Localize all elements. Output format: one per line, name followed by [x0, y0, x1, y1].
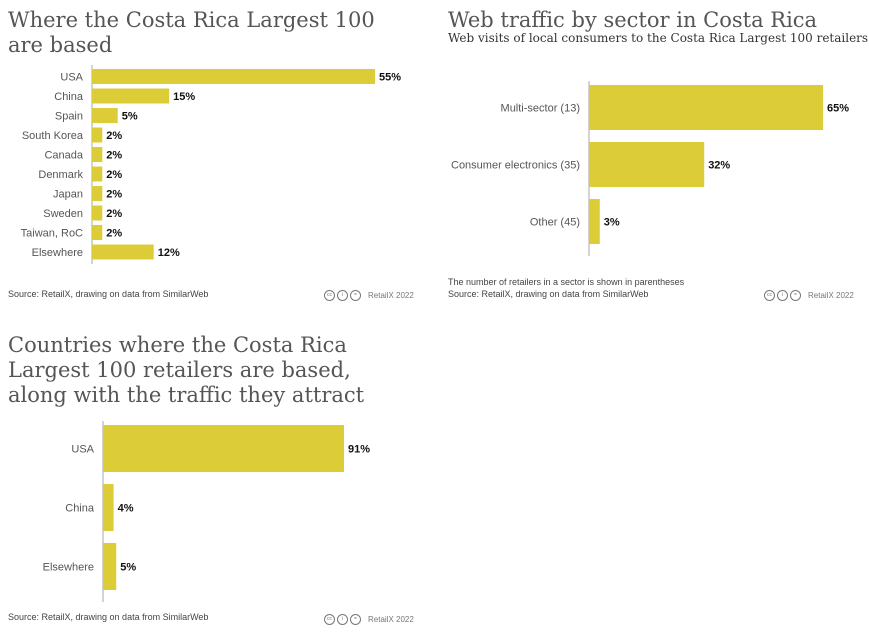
- chart1-value-label: 2%: [106, 208, 122, 220]
- nd-icon: =: [350, 614, 361, 625]
- chart2-category-label: Multi-sector (13): [501, 103, 580, 115]
- chart1-bar: [92, 225, 103, 240]
- chart3-category-label: USA: [71, 444, 94, 456]
- chart1-bar: [92, 147, 103, 162]
- chart1-credit-text: RetailX 2022: [368, 291, 414, 300]
- chart1-credit: cc i = RetailX 2022: [324, 290, 414, 301]
- by-icon: i: [777, 290, 788, 301]
- chart1-bar: [92, 88, 170, 104]
- chart1-value-label: 2%: [106, 130, 122, 142]
- chart2-value-label: 65%: [827, 103, 849, 115]
- chart2-subtitle: Web visits of local consumers to the Cos…: [448, 31, 869, 45]
- chart1-bar: [92, 244, 154, 260]
- chart3-value-label: 91%: [348, 444, 370, 456]
- chart3-category-label: Elsewhere: [43, 562, 94, 574]
- chart1-value-label: 15%: [173, 91, 195, 103]
- chart1-category-label: Canada: [44, 150, 83, 162]
- chart1-bar: [92, 108, 118, 123]
- chart1-category-label: Denmark: [38, 169, 83, 181]
- chart2-credit-text: RetailX 2022: [808, 291, 854, 300]
- chart3-bar: [103, 425, 344, 472]
- chart1-category-label: Elsewhere: [32, 247, 83, 259]
- chart3-title: Countries where the Costa Rica Largest 1…: [8, 333, 365, 407]
- chart1-bar: [92, 166, 103, 182]
- chart2-note: The number of retailers in a sector is s…: [448, 277, 685, 287]
- chart1-category-label: South Korea: [22, 130, 84, 142]
- chart3-bar: [103, 543, 117, 590]
- chart3-value-label: 4%: [118, 503, 134, 515]
- chart1-bar: [92, 127, 103, 143]
- chart2-source: Source: RetailX, drawing on data from Si…: [448, 289, 649, 299]
- chart1-category-label: Taiwan, RoC: [21, 228, 83, 240]
- chart1-category-label: USA: [60, 72, 83, 84]
- chart1-category-label: Japan: [53, 189, 83, 201]
- chart1-plot: USA 55% China 15% Spain 5% South Korea 2% Canada…: [21, 65, 401, 264]
- chart1-value-label: 5%: [122, 111, 138, 123]
- chart2-value-label: 32%: [708, 160, 730, 172]
- chart2-title: Web traffic by sector in Costa Rica: [448, 8, 818, 32]
- chart3-value-label: 5%: [120, 562, 136, 574]
- chart3-credit: cc i = RetailX 2022: [324, 614, 414, 625]
- chart3-category-label: China: [65, 503, 95, 515]
- chart1-value-label: 2%: [106, 228, 122, 240]
- chart2-bar: [589, 85, 823, 130]
- chart1-source: Source: RetailX, drawing on data from Si…: [8, 289, 209, 299]
- chart2-category-label: Other (45): [530, 217, 580, 229]
- chart1-category-label: Spain: [55, 111, 83, 123]
- chart3-credit-text: RetailX 2022: [368, 615, 414, 624]
- chart1-value-label: 2%: [106, 189, 122, 201]
- by-icon: i: [337, 614, 348, 625]
- chart1-value-label: 55%: [379, 72, 401, 84]
- chart1-value-label: 2%: [106, 150, 122, 162]
- chart1-value-label: 12%: [158, 247, 180, 259]
- chart1-bar: [92, 69, 375, 84]
- chart1-category-label: China: [54, 91, 84, 103]
- chart2-plot: Multi-sector (13) 65% Consumer electronics…: [451, 81, 849, 256]
- cc-icon: cc: [324, 290, 335, 301]
- chart2-bar: [589, 199, 600, 244]
- chart1-bar: [92, 205, 103, 221]
- cc-icon: cc: [764, 290, 775, 301]
- nd-icon: =: [790, 290, 801, 301]
- chart3-plot: USA 91% China 4% Elsewhere 5%: [43, 421, 370, 602]
- chart1-bar: [92, 186, 103, 201]
- chart2-credit: cc i = RetailX 2022: [764, 290, 854, 301]
- chart1-title: Where the Costa Rica Largest 100 are bas…: [8, 8, 375, 57]
- chart3-bar: [103, 484, 114, 531]
- chart1-value-label: 2%: [106, 169, 122, 181]
- chart2-value-label: 3%: [604, 217, 620, 229]
- cc-icon: cc: [324, 614, 335, 625]
- chart2-bar: [589, 142, 705, 187]
- nd-icon: =: [350, 290, 361, 301]
- chart3-source: Source: RetailX, drawing on data from Si…: [8, 612, 209, 622]
- chart2-category-label: Consumer electronics (35): [451, 160, 580, 172]
- by-icon: i: [337, 290, 348, 301]
- chart1-category-label: Sweden: [43, 208, 83, 220]
